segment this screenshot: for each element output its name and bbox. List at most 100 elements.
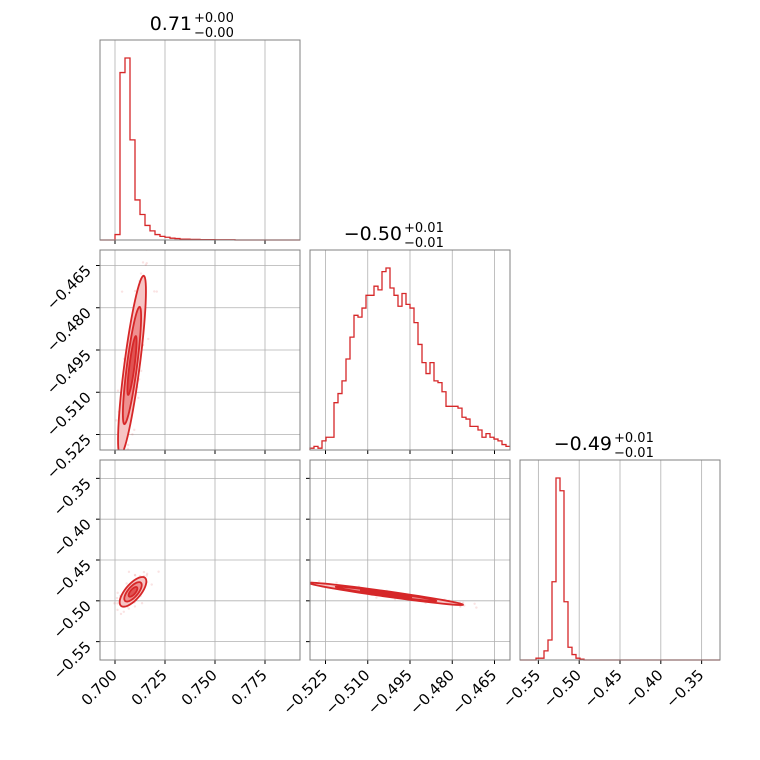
scatter-point (151, 192, 153, 194)
contour-fill (127, 336, 137, 395)
x-tick-label: −0.465 (448, 666, 500, 718)
panel-frame (519, 459, 721, 661)
scatter-point (115, 419, 118, 422)
scatter-point (335, 581, 338, 584)
scatter-point (126, 443, 130, 447)
scatter-point (129, 456, 131, 458)
param-err-minus-2: −0.01 (614, 446, 654, 461)
param-err-minus-1: −0.01 (404, 236, 444, 251)
contour-line (310, 581, 464, 606)
hist-panel-1: −0.50 +0.01−0.01 (309, 221, 511, 454)
scatter-panel-1-2: −0.525−0.510−0.495−0.480−0.465 (270, 459, 511, 718)
scatter-point (318, 580, 321, 583)
contour-line (123, 581, 143, 603)
y-tick-label: −0.495 (43, 346, 95, 398)
x-tick-label: −0.40 (621, 666, 666, 711)
scatter-point (151, 224, 153, 226)
scatter-point (142, 570, 146, 574)
scatter-point (270, 578, 272, 580)
scatter-point (127, 570, 131, 574)
x-tick-label: −0.510 (322, 666, 374, 718)
scatter-point (147, 337, 150, 341)
scatter-point (157, 570, 160, 573)
scatter-point (145, 572, 149, 576)
contour-line (126, 335, 138, 396)
scatter-point (139, 272, 143, 275)
scatter-point (145, 574, 148, 577)
panel-frame (99, 459, 301, 661)
scatter-point (125, 582, 128, 585)
y-tick-label: −0.50 (50, 597, 95, 642)
panel-frame (99, 39, 301, 241)
scatter-point (137, 396, 140, 400)
scatter-point (117, 482, 119, 484)
hist-panel-0: 0.71 +0.00−0.00 (99, 11, 301, 244)
y-tick-label: −0.465 (43, 262, 95, 314)
contour-line (334, 585, 438, 603)
scatter-point (133, 573, 137, 577)
y-tick-label: −0.525 (43, 431, 95, 483)
contour-line (359, 589, 413, 599)
param-title-1: −0.50 (344, 223, 402, 245)
scatter-panel-0-2: 0.700 0.725 0.750 0.775 −0.55−0.50−0.45−0.40… (50, 459, 301, 709)
contour-line (127, 586, 139, 598)
scatter-point (134, 574, 137, 577)
param-err-plus-1: +0.01 (404, 221, 444, 236)
scatter-point (127, 607, 131, 610)
param-title-0: 0.71 (150, 13, 192, 35)
scatter-body (113, 570, 160, 616)
scatter-point (133, 428, 136, 432)
scatter-point (131, 433, 134, 436)
param-err-plus-0: +0.00 (194, 11, 234, 26)
panel-frame (309, 249, 511, 451)
contour-line (121, 305, 143, 426)
x-tick-label: 0.700 (78, 666, 121, 709)
y-tick-label: −0.55 (50, 638, 95, 683)
contour-line (118, 576, 148, 608)
scatter-point (473, 602, 476, 605)
param-title-2: −0.49 (554, 433, 612, 455)
contour-line (117, 274, 147, 450)
x-tick-label: 0.725 (128, 666, 171, 709)
x-tick-label: −0.35 (662, 666, 707, 711)
scatter-point (375, 596, 378, 599)
x-tick-label: −0.50 (540, 666, 585, 711)
x-tick-label: −0.480 (406, 666, 458, 718)
y-tick-label: −0.45 (50, 556, 95, 601)
x-tick-label: −0.55 (499, 666, 544, 711)
y-tick-label: −0.480 (43, 304, 95, 356)
histogram-steps-1 (309, 267, 510, 450)
x-tick-label: −0.525 (279, 666, 331, 718)
y-tick-label: −0.510 (43, 388, 95, 440)
scatter-point (115, 596, 119, 600)
x-tick-label: 0.750 (178, 666, 221, 709)
scatter-point (119, 469, 121, 471)
scatter-point (147, 235, 149, 237)
scatter-point (116, 389, 120, 392)
scatter-point (122, 610, 125, 613)
scatter-point (139, 369, 143, 373)
scatter-point (116, 602, 119, 605)
y-tick-label: −0.40 (50, 515, 95, 560)
histogram-steps-0 (100, 57, 300, 241)
contour-fill (128, 586, 138, 597)
scatter-point (122, 493, 124, 495)
scatter-point (145, 262, 148, 265)
x-tick-label: −0.45 (581, 666, 626, 711)
scatter-point (119, 612, 123, 616)
panel-frame (309, 459, 511, 661)
scatter-body (270, 577, 478, 609)
param-err-minus-0: −0.00 (194, 26, 234, 41)
scatter-point (144, 244, 146, 246)
scatter-point (133, 605, 137, 608)
scatter-point (120, 290, 124, 293)
scatter-point (153, 290, 156, 293)
hist-panel-2: −0.55−0.50−0.45−0.40−0.35 −0.49 +0.01−0.01 (499, 431, 721, 711)
scatter-point (113, 602, 116, 605)
scatter-point (285, 577, 287, 579)
x-tick-label: −0.495 (364, 666, 416, 718)
scatter-point (140, 602, 144, 605)
panel-frame (99, 249, 301, 451)
param-err-plus-2: +0.01 (614, 431, 654, 446)
